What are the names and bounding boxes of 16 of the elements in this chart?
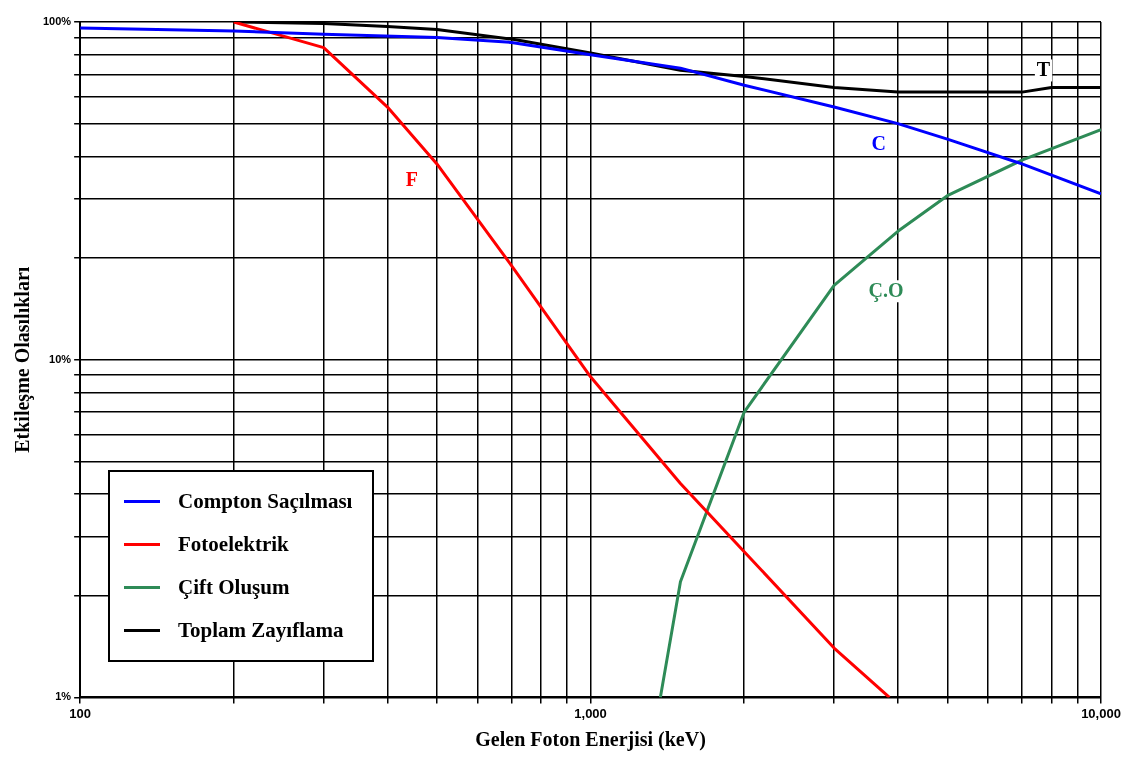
x-axis-title: Gelen Foton Enerjisi (keV) bbox=[475, 728, 706, 752]
annotation: C bbox=[871, 131, 886, 154]
x-tick-label: 1,000 bbox=[574, 705, 607, 721]
y-tick-label: 100% bbox=[42, 15, 72, 28]
annotation: Ç.O bbox=[868, 278, 904, 302]
legend-label: Compton Saçılması bbox=[178, 489, 353, 514]
y-tick-label: 1% bbox=[55, 690, 72, 703]
annotation: F bbox=[405, 168, 419, 191]
legend-label: Çift Oluşum bbox=[178, 575, 290, 600]
x-tick-label: 100 bbox=[69, 705, 91, 721]
legend-label: Fotoelektrik bbox=[178, 532, 289, 557]
y-tick-label: 10% bbox=[49, 352, 72, 365]
x-tick-label: 10,000 bbox=[1081, 705, 1121, 721]
annotation: T bbox=[1036, 57, 1051, 80]
y-axis-title: Etkileşme Olasılıkları bbox=[11, 266, 35, 453]
legend-label: Toplam Zayıflama bbox=[178, 618, 344, 643]
